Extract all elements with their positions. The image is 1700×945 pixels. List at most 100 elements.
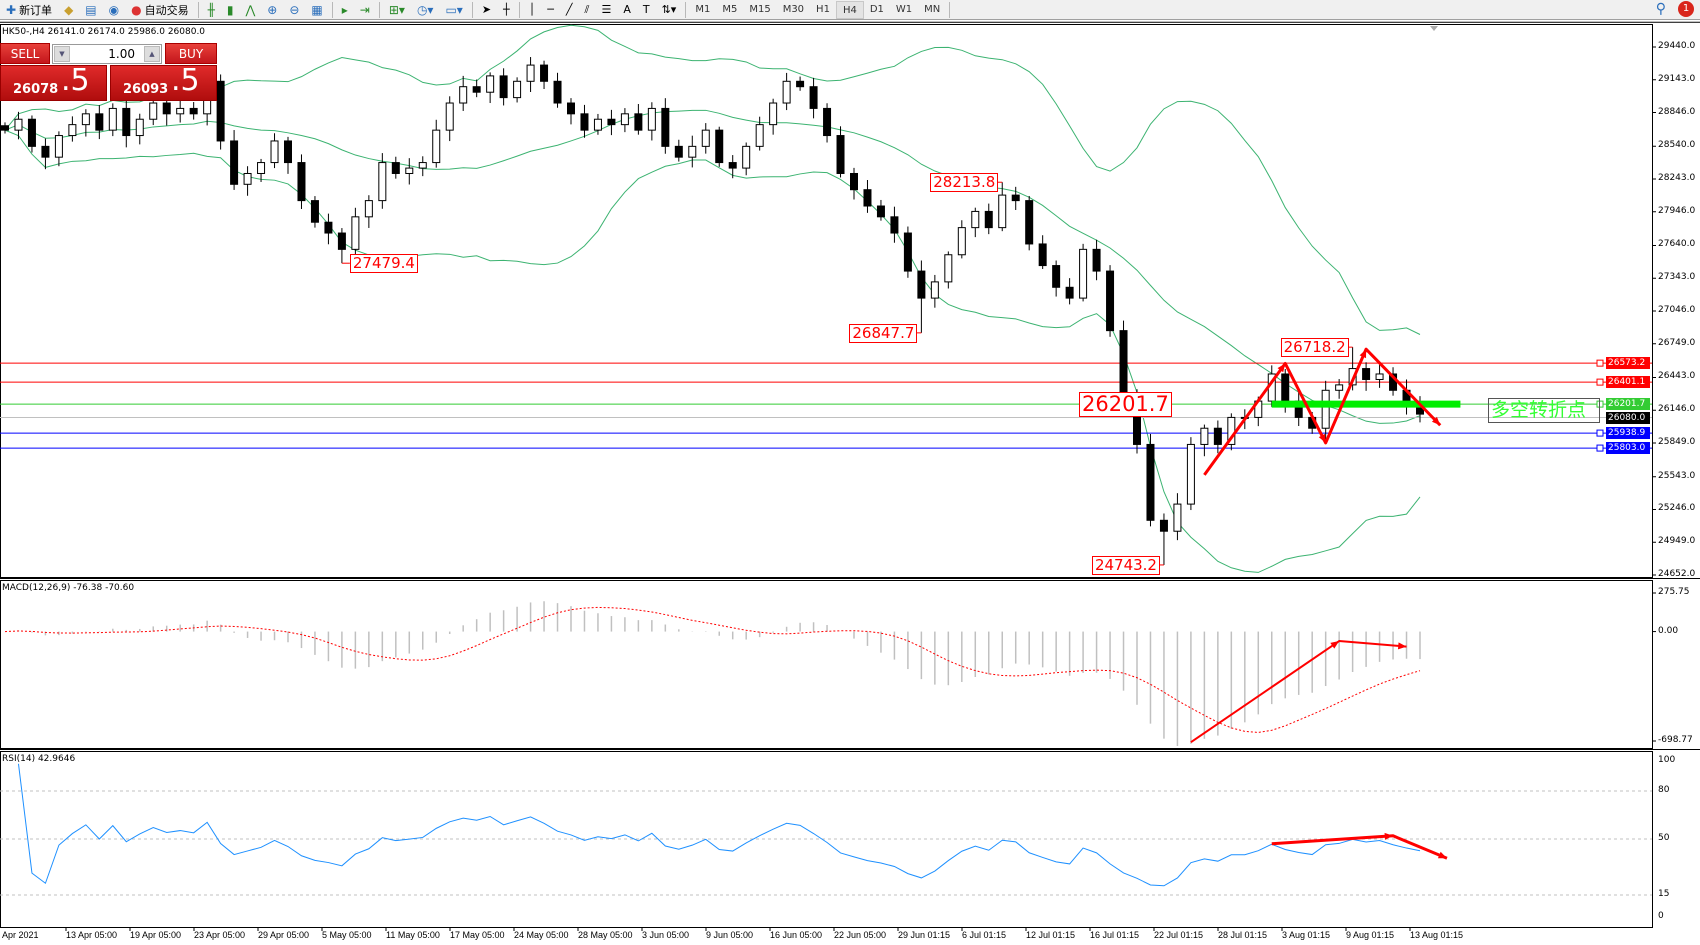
timeframe-mn[interactable]: MN bbox=[924, 3, 941, 15]
candle bbox=[108, 103, 117, 137]
candle bbox=[661, 98, 670, 154]
timeframe-m30[interactable]: M30 bbox=[782, 3, 805, 15]
tile-windows-button[interactable]: ▦ bbox=[305, 0, 328, 20]
buy-price-button[interactable]: 26093 .5 bbox=[110, 63, 217, 101]
price-axis-label: 26749.0 bbox=[1658, 337, 1696, 348]
bullish-candle-body bbox=[1375, 373, 1384, 380]
candle bbox=[715, 126, 724, 167]
candle bbox=[1, 122, 9, 134]
periods-button[interactable]: ◷▾ bbox=[411, 0, 440, 20]
bullish-candle-body bbox=[459, 86, 468, 104]
timeframe-m15[interactable]: M15 bbox=[749, 3, 771, 15]
horizontal-line-button[interactable]: ─ bbox=[541, 0, 560, 20]
bearish-candle-body bbox=[876, 205, 885, 218]
candle bbox=[1159, 513, 1168, 565]
time-axis-label: 12 Jul 01:15 bbox=[1026, 930, 1076, 940]
lot-size-input[interactable]: ▼ 1.00 ▲ bbox=[52, 44, 162, 64]
bearish-candle-body bbox=[1011, 194, 1020, 202]
auto-trading-icon: ● bbox=[131, 2, 142, 17]
arrows-button[interactable]: ⇅▾ bbox=[656, 0, 683, 20]
templates-button[interactable]: ▭▾ bbox=[439, 0, 468, 20]
bar-chart-button[interactable]: ╫ bbox=[202, 0, 221, 20]
candle bbox=[620, 108, 629, 133]
chart-header: HK50-,H4 26141.0 26174.0 25986.0 26080.0 bbox=[2, 27, 206, 37]
indicators-button[interactable]: ⊞▾ bbox=[383, 0, 411, 20]
chart-shift-button[interactable]: ⇥ bbox=[354, 0, 376, 20]
price-axis-label: 26146.0 bbox=[1658, 404, 1696, 415]
text-label-button[interactable]: T bbox=[637, 0, 656, 20]
sell-price-button[interactable]: 26078 .5 bbox=[0, 63, 107, 101]
turning-point-text-box[interactable]: 多空转折点 bbox=[1488, 398, 1600, 423]
lot-decrease-button[interactable]: ▼ bbox=[54, 46, 70, 62]
vertical-line-button[interactable]: │ bbox=[523, 0, 542, 20]
autoscroll-button[interactable]: ▸ bbox=[336, 0, 354, 20]
chart-shift-icon: ⇥ bbox=[359, 2, 370, 17]
candle bbox=[1079, 243, 1088, 302]
candle bbox=[567, 98, 575, 125]
candle bbox=[1227, 413, 1236, 451]
notification-badge[interactable]: 1 bbox=[1678, 1, 1694, 17]
bearish-candle-body bbox=[728, 162, 737, 169]
timeframe-m1[interactable]: M1 bbox=[695, 3, 711, 15]
signals-button[interactable]: ◉ bbox=[103, 0, 125, 20]
lot-increase-button[interactable]: ▲ bbox=[144, 46, 160, 62]
bearish-candle-body bbox=[216, 80, 225, 142]
new-order-button[interactable]: ✚ 新订单 bbox=[0, 0, 58, 20]
candle bbox=[230, 130, 239, 190]
cursor-button[interactable]: ➤ bbox=[476, 0, 497, 20]
sell-button[interactable]: SELL bbox=[0, 43, 50, 64]
time-axis-label: 19 Apr 05:00 bbox=[130, 930, 182, 940]
price-axis-label: 25849.0 bbox=[1658, 437, 1696, 447]
bearish-candle-body bbox=[607, 118, 616, 126]
zoom-in-icon: ⊕ bbox=[267, 2, 278, 17]
bearish-candle-body bbox=[863, 189, 872, 207]
bullish-candle-body bbox=[351, 216, 360, 250]
text-icon: A bbox=[623, 3, 631, 16]
timeframe-w1[interactable]: W1 bbox=[895, 3, 913, 15]
candle bbox=[1146, 433, 1155, 527]
history-button[interactable]: ◆ bbox=[58, 0, 79, 20]
bullish-candle-body bbox=[701, 129, 710, 147]
candle bbox=[647, 102, 656, 141]
time-axis-label: 23 Apr 05:00 bbox=[194, 930, 246, 940]
scripts-button[interactable]: ▤ bbox=[79, 0, 102, 20]
search-icon[interactable]: ⚲ bbox=[1655, 1, 1666, 17]
auto-trading-button[interactable]: ● 自动交易 bbox=[125, 0, 194, 20]
trendline-button[interactable]: ╱ bbox=[560, 0, 579, 20]
price-annotation-label: 24743.2 bbox=[1091, 555, 1160, 575]
arrowhead bbox=[1277, 363, 1286, 373]
bullish-candle-body bbox=[176, 107, 185, 115]
timeframe-h1[interactable]: H1 bbox=[816, 3, 830, 15]
candle bbox=[742, 142, 751, 176]
signals-icon: ◉ bbox=[108, 2, 120, 17]
bullish-candle-body bbox=[270, 140, 279, 164]
divider bbox=[378, 1, 380, 18]
buy-price-pips: .5 bbox=[171, 63, 200, 98]
timeframe-h4[interactable]: H4 bbox=[835, 0, 864, 19]
bearish-candle-body bbox=[1092, 248, 1101, 272]
fibonacci-button[interactable]: ☰ bbox=[595, 0, 617, 20]
zoom-out-button[interactable]: ⊖ bbox=[283, 0, 305, 20]
candle-chart-button[interactable]: ▮ bbox=[221, 0, 240, 20]
candle bbox=[769, 98, 778, 135]
line-chart-button[interactable]: ⋀ bbox=[239, 0, 261, 20]
buy-button[interactable]: BUY bbox=[165, 43, 217, 64]
candle bbox=[930, 274, 939, 308]
crosshair-button[interactable]: ┼ bbox=[497, 0, 516, 20]
candle bbox=[1321, 380, 1330, 440]
timeframe-bar: M1 M5 M15 M30 H1 H4 D1 W1 MN bbox=[689, 0, 946, 19]
timeframe-m5[interactable]: M5 bbox=[722, 3, 738, 15]
channel-button[interactable]: ⫽ bbox=[579, 0, 596, 20]
line-chart-icon: ⋀ bbox=[245, 2, 256, 17]
text-button[interactable]: A bbox=[617, 0, 637, 20]
candle bbox=[41, 138, 50, 170]
bearish-candle-body bbox=[1159, 519, 1168, 532]
zoom-in-button[interactable]: ⊕ bbox=[261, 0, 283, 20]
bearish-candle-body bbox=[1106, 270, 1115, 332]
candle bbox=[176, 98, 185, 123]
price-axis-label: 24949.0 bbox=[1658, 536, 1696, 547]
candle bbox=[95, 105, 104, 140]
timeframe-d1[interactable]: D1 bbox=[869, 3, 884, 15]
bearish-candle-body bbox=[189, 107, 198, 115]
